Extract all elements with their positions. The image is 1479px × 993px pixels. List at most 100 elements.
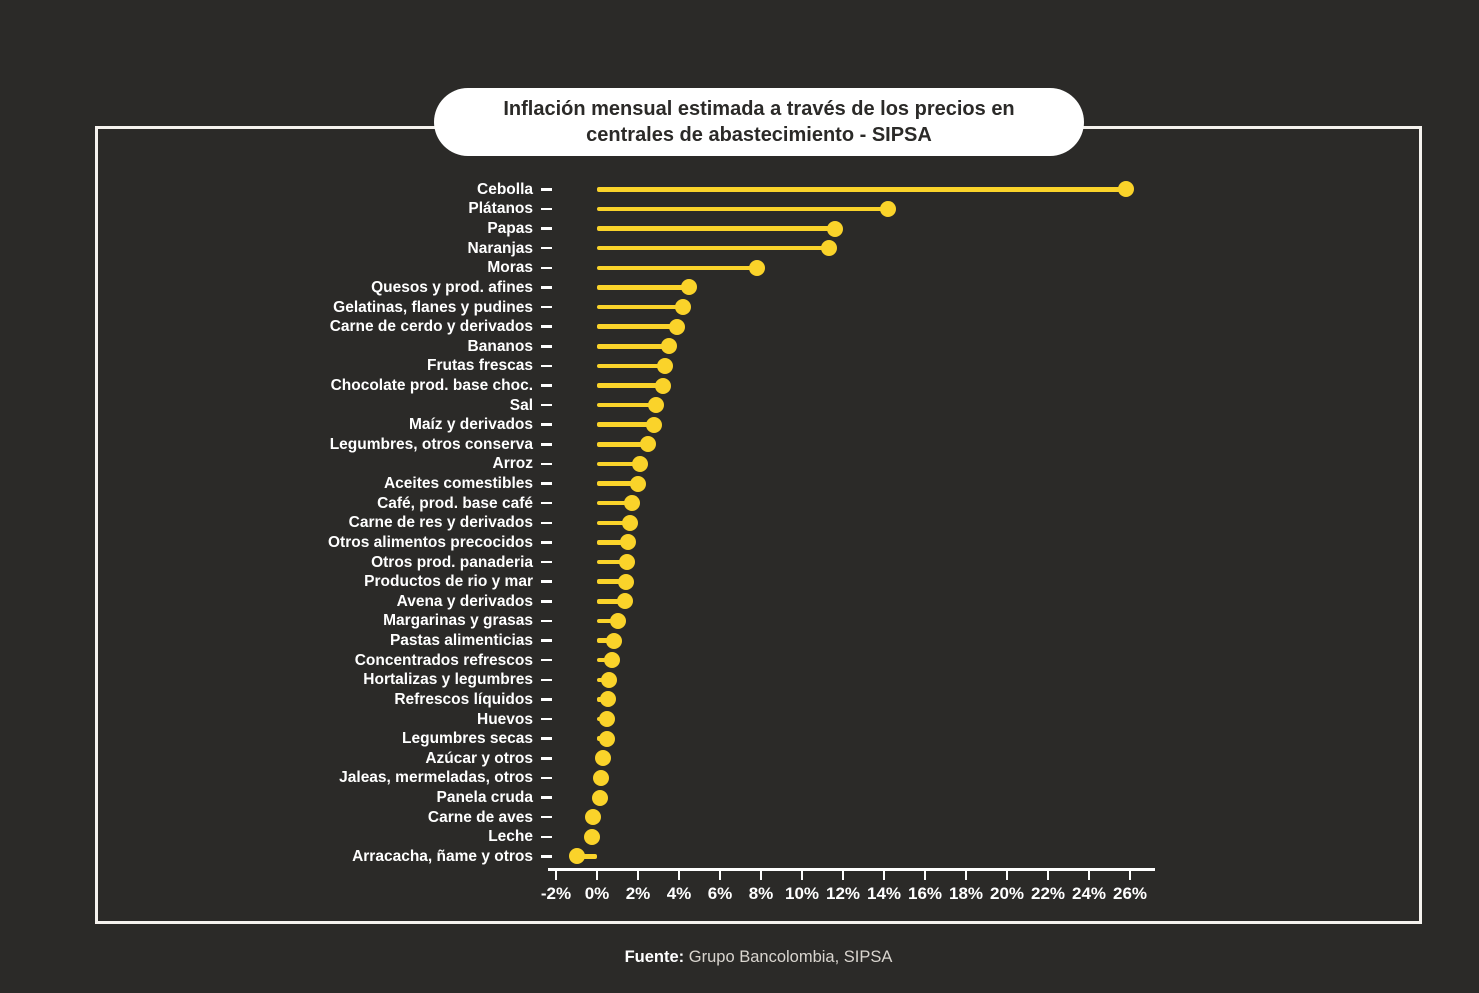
x-axis-tick-label: 6% [707,884,733,903]
bar-dot [568,848,585,865]
category-label: Refrescos líquidos [394,690,533,708]
category-label: Legumbres, otros conserva [329,435,533,453]
category-label: Naranjas [467,239,533,257]
category-label: Otros alimentos precocidos [328,533,533,551]
bar-dot [606,632,623,649]
bar-dot [654,377,671,394]
bar-stem [597,540,628,545]
category-label: Maíz y derivados [408,416,533,434]
x-axis-tick [636,868,640,880]
category-label: Aceites comestibles [383,475,533,493]
category-label: Hortalizas y legumbres [363,671,533,689]
bar-dot [656,357,673,374]
bar-dot [630,475,646,492]
bar-dot [609,612,626,629]
category-label: Azúcar y otros [425,749,533,767]
bar-stem [597,500,632,506]
category-label: Arracacha, ñame y otros [352,847,533,865]
category-tick [541,403,552,407]
bar-dot [681,279,698,296]
category-tick [541,443,552,446]
x-axis-tick [759,868,763,880]
chart-title: Inflación mensual estimada a través de l… [503,98,1015,146]
category-tick [541,796,552,799]
x-axis-tick-label: 20% [989,884,1025,903]
category-tick [541,462,552,466]
category-label: Productos de rio y mar [364,573,533,591]
x-axis-tick [1005,868,1009,880]
bar-stem [597,402,657,408]
source-text: Grupo Bancolombia, SIPSA [684,948,893,966]
bar-dot [660,338,677,355]
bar-dot [617,573,634,590]
bar-dot [1117,181,1134,198]
bar-stem [597,324,677,329]
bar-dot [593,769,610,786]
category-label: Arroz [492,455,533,473]
bar-dot [748,259,765,276]
bar-dot [599,730,616,747]
bar-dot [583,828,600,845]
bar-stem [597,579,626,584]
bar-dot [600,691,617,708]
bar-stem [597,599,625,604]
bar-stem [597,187,1126,192]
x-axis-tick-label: 2% [625,884,651,903]
bar-dot [880,200,897,217]
category-tick [541,246,552,250]
category-label: Cebolla [477,180,533,198]
category-tick [541,815,552,819]
bar-stem [597,383,663,388]
bar-stem [597,245,829,251]
x-axis-tick-label: 10% [784,884,820,903]
bar-stem [597,520,630,526]
x-axis-tick [677,868,681,880]
bar-stem [597,304,684,310]
bar-dot [604,652,621,669]
x-axis-tick [800,868,804,880]
x-axis-tick-label: 14% [866,884,902,903]
bar-stem [597,363,665,369]
bar-dot [592,789,609,806]
category-label: Quesos y prod. afines [371,278,533,296]
category-tick [541,501,552,505]
category-tick [541,227,552,230]
bar-stem [597,265,757,271]
category-tick [541,384,552,387]
category-tick [541,325,552,328]
category-tick [541,305,552,309]
category-tick [541,345,552,348]
chart-title-pill: Inflación mensual estimada a través de l… [434,88,1084,156]
category-label: Frutas frescas [427,357,533,375]
category-tick [541,521,552,525]
bar-dot [599,711,616,728]
x-axis-tick-label: 24% [1071,884,1107,903]
category-tick [541,541,552,544]
bar-dot [601,671,618,688]
x-axis-tick [718,868,722,880]
x-axis-tick-label: 4% [666,884,692,903]
category-tick [541,776,552,780]
category-tick [541,717,552,721]
source-label: Fuente: [624,948,685,966]
category-label: Café, prod. base café [377,494,533,512]
bar-dot [632,455,649,472]
category-label: Concentrados refrescos [354,651,533,669]
bar-dot [646,416,663,433]
bar-dot [616,593,633,610]
category-tick [541,855,552,858]
category-label: Margarinas y grasas [383,612,533,630]
x-axis-tick-label: 18% [948,884,984,903]
bar-stem [576,854,597,859]
category-tick [541,482,552,485]
bar-stem [597,559,627,565]
category-label: Sal [509,396,533,414]
category-tick [541,678,552,682]
x-axis-tick-label: 12% [825,884,861,903]
bar-dot [648,397,665,414]
category-label: Chocolate prod. base choc. [330,377,533,394]
bar-dot [826,220,843,237]
category-label: Pastas alimenticias [389,632,533,650]
bar-dot [584,809,601,826]
category-tick [541,207,552,211]
